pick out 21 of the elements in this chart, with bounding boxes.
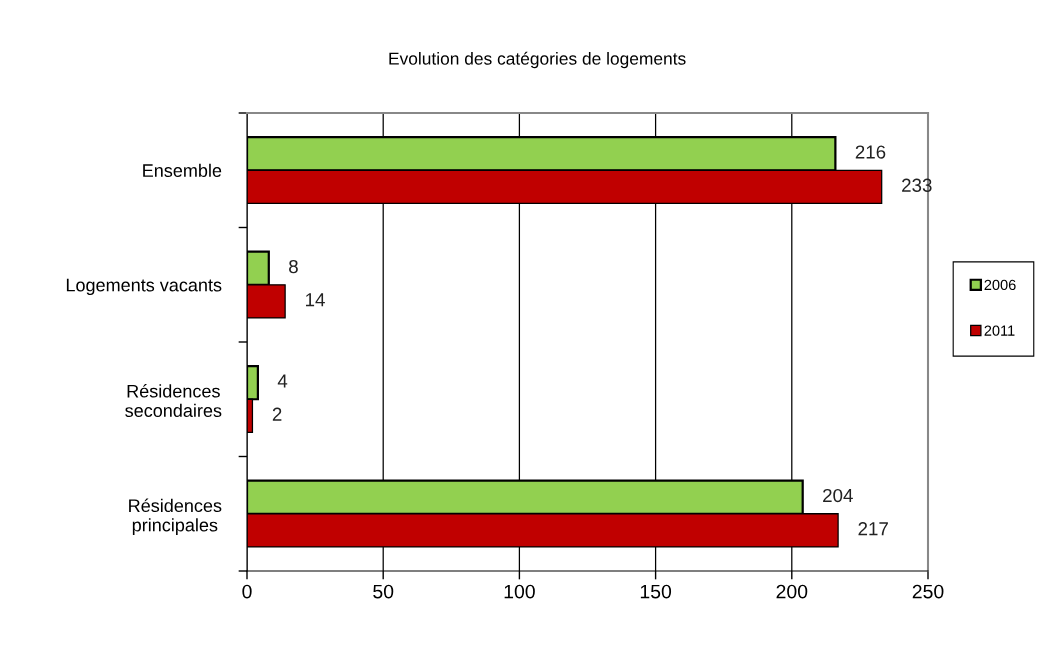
- data-label: 14: [306, 293, 325, 307]
- y-tick-label: Résidences secondaires: [125, 384, 222, 417]
- x-tick-label: 150: [640, 584, 672, 599]
- y-tick-label: Logements vacants: [66, 278, 222, 296]
- data-label: 8: [289, 259, 298, 274]
- x-tick-label: 100: [504, 584, 535, 599]
- x-tick-label: 200: [776, 584, 808, 599]
- x-tick-label: 0: [242, 584, 252, 599]
- data-label: 216: [855, 145, 886, 159]
- chart-title: Evolution des catégories de logements: [389, 51, 686, 69]
- x-tick-label: 50: [373, 584, 394, 599]
- x-tick-label: 250: [912, 584, 944, 599]
- data-label: 233: [902, 178, 932, 192]
- data-label: 2: [272, 407, 282, 421]
- legend-label: 2011: [984, 325, 1015, 336]
- data-label: 204: [823, 488, 853, 503]
- data-label: 4: [277, 374, 288, 388]
- data-label: 217: [858, 522, 888, 536]
- legend-label: 2006: [984, 279, 1016, 291]
- y-tick-label: Résidences principales: [129, 498, 222, 536]
- y-tick-label: Ensemble: [143, 163, 222, 177]
